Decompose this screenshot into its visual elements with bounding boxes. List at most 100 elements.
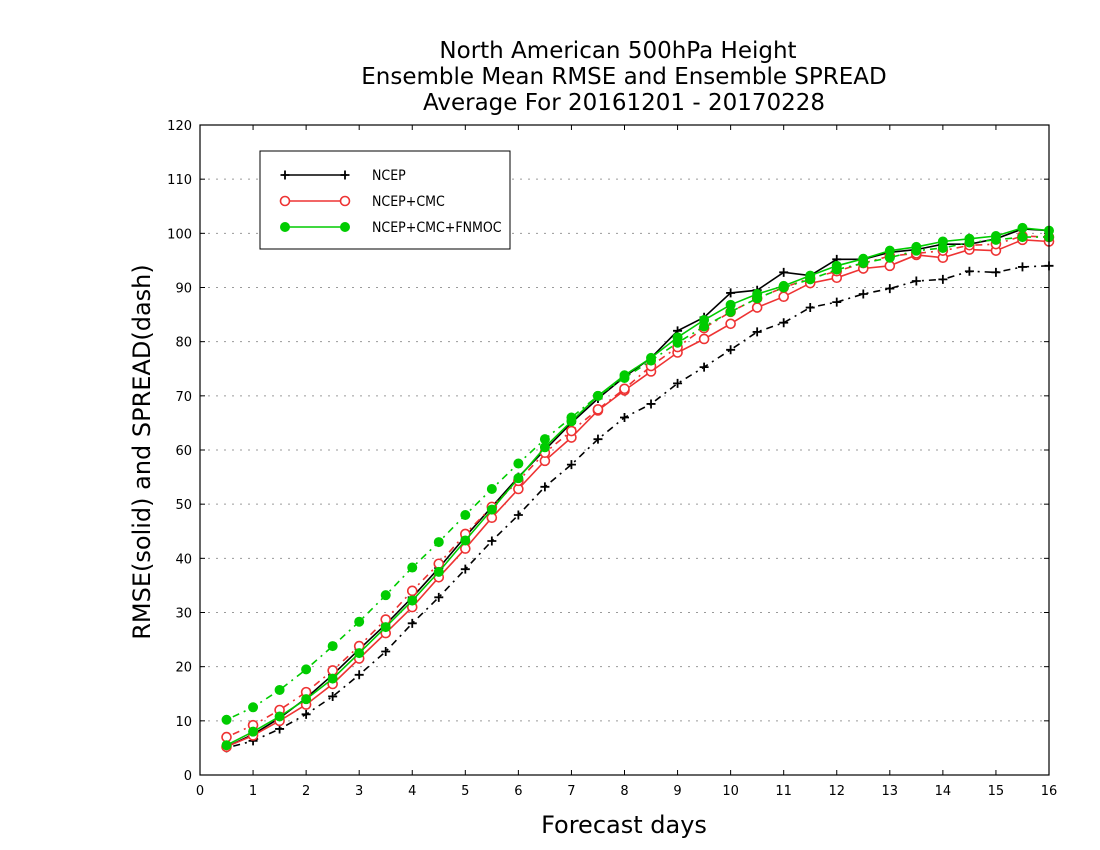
y-tick-label: 30 (175, 607, 192, 622)
spread-point-ncep (938, 274, 948, 284)
x-tick-label: 2 (302, 784, 310, 799)
legend: NCEP NCEP+CMC NCEP+CMC+FNMOC (259, 150, 511, 250)
spread-line-ncep-cmc-fnmoc (226, 236, 1049, 721)
rmse-point-ncep-cmc-fnmoc (221, 740, 232, 751)
spread-point-ncep-cmc (592, 404, 604, 415)
rmse-point-ncep-cmc (725, 318, 736, 330)
spread-point-ncep (885, 284, 895, 294)
legend-box (259, 150, 511, 250)
spread-point-ncep-cmc-fnmoc (513, 458, 524, 469)
series-ncep (222, 224, 1054, 753)
spread-point-ncep-cmc-fnmoc (990, 234, 1001, 245)
spread-point-ncep-cmc-fnmoc (778, 282, 789, 293)
spread-point-ncep-cmc-fnmoc (964, 237, 975, 248)
x-tick-label: 1 (249, 784, 257, 799)
y-tick-label: 70 (175, 390, 192, 405)
spread-point-ncep-cmc-fnmoc (327, 641, 338, 652)
spread-point-ncep (858, 289, 868, 299)
spread-point-ncep-cmc-fnmoc (592, 390, 603, 401)
spread-point-ncep-cmc-fnmoc (301, 664, 312, 675)
x-tick-label: 4 (408, 784, 416, 799)
spread-point-ncep (381, 647, 391, 656)
spread-point-ncep (646, 399, 656, 409)
spread-point-ncep (354, 670, 364, 680)
legend-label: NCEP+CMC+FNMOC (372, 220, 502, 236)
legend-label: NCEP (372, 168, 406, 184)
x-tick-label: 5 (461, 784, 469, 799)
spread-point-ncep (726, 345, 736, 355)
rmse-point-ncep-cmc-fnmoc (380, 622, 391, 633)
rmse-point-ncep-cmc (751, 302, 763, 313)
spread-point-ncep (1017, 262, 1027, 272)
x-tick-label: 13 (882, 784, 899, 799)
rmse-point-ncep-cmc-fnmoc (248, 726, 259, 737)
spread-point-ncep-cmc-fnmoc (274, 684, 285, 695)
grid-lines (200, 178, 1049, 722)
rmse-line-ncep (226, 228, 1050, 748)
spread-point-ncep (407, 618, 417, 628)
y-tick-label: 110 (167, 173, 192, 188)
rmse-point-ncep-cmc-fnmoc (486, 504, 497, 515)
rmse-point-ncep-cmc-fnmoc (354, 648, 365, 659)
rmse-point-ncep-cmc-fnmoc (407, 595, 418, 606)
spread-point-ncep-cmc-fnmoc (858, 258, 869, 269)
chart-title-line-2: Ensemble Mean RMSE and Ensemble SPREAD (361, 64, 886, 90)
rmse-line-ncep-cmc (226, 238, 1050, 748)
spread-point-ncep-cmc-fnmoc (354, 616, 365, 627)
rmse-point-ncep-cmc (698, 333, 710, 345)
x-tick-label: 16 (1041, 784, 1058, 799)
x-tick-label: 10 (722, 784, 739, 799)
spread-point-ncep-cmc-fnmoc (646, 355, 657, 366)
y-tick-label: 50 (175, 498, 192, 513)
legend-marker (339, 195, 351, 207)
y-tick-label: 120 (167, 119, 192, 134)
spread-point-ncep-cmc-fnmoc (725, 306, 736, 317)
legend-marker (280, 170, 290, 180)
spread-point-ncep-cmc-fnmoc (248, 702, 259, 713)
spread-point-ncep-cmc-fnmoc (937, 242, 948, 253)
rmse-point-ncep-cmc-fnmoc (301, 694, 312, 705)
x-tick-label: 12 (828, 784, 845, 799)
spread-point-ncep-cmc-fnmoc (566, 412, 577, 423)
y-tick-label: 80 (175, 336, 192, 351)
spread-point-ncep (805, 303, 815, 313)
x-tick-label: 7 (567, 784, 575, 799)
x-tick-label: 3 (355, 784, 363, 799)
rmse-point-ncep-cmc-fnmoc (327, 673, 338, 684)
legend-marker (340, 170, 350, 180)
spread-point-ncep (301, 709, 311, 719)
spread-point-ncep (699, 362, 709, 372)
spread-point-ncep-cmc (619, 383, 630, 395)
spread-point-ncep-cmc-fnmoc (460, 510, 471, 520)
spread-point-ncep (832, 297, 842, 307)
legend-marker (279, 195, 291, 207)
rmse-point-ncep-cmc-fnmoc (433, 566, 444, 577)
spread-point-ncep (434, 592, 444, 602)
spread-point-ncep (964, 266, 974, 276)
series-layer (221, 222, 1055, 753)
spread-point-ncep (620, 413, 629, 422)
legend-entry-ncep-cmc-fnmoc: NCEP+CMC+FNMOC (280, 220, 502, 236)
spread-point-ncep-cmc-fnmoc (831, 264, 842, 275)
spread-point-ncep (911, 276, 921, 286)
x-axis-label: Forecast days (541, 811, 707, 839)
legend-marker (280, 222, 290, 232)
spread-line-ncep (226, 265, 1050, 749)
spread-point-ncep-cmc-fnmoc (805, 274, 816, 285)
spread-point-ncep-cmc-fnmoc (911, 245, 922, 256)
y-tick-label: 60 (175, 444, 192, 459)
spread-point-ncep (991, 267, 1001, 277)
legend-label: NCEP+CMC (372, 194, 445, 210)
spread-point-ncep (487, 536, 497, 546)
spread-point-ncep-cmc-fnmoc (672, 337, 683, 348)
spread-point-ncep (752, 327, 762, 337)
spread-point-ncep-cmc-fnmoc (486, 484, 497, 494)
spread-point-ncep-cmc-fnmoc (380, 590, 391, 601)
chart-title-line-3: Average For 20161201 - 20170228 (423, 90, 825, 116)
spread-point-ncep-cmc-fnmoc (752, 293, 763, 304)
x-tick-label: 15 (988, 784, 1005, 799)
y-tick-label: 0 (184, 769, 192, 784)
rmse-point-ncep (726, 288, 736, 298)
